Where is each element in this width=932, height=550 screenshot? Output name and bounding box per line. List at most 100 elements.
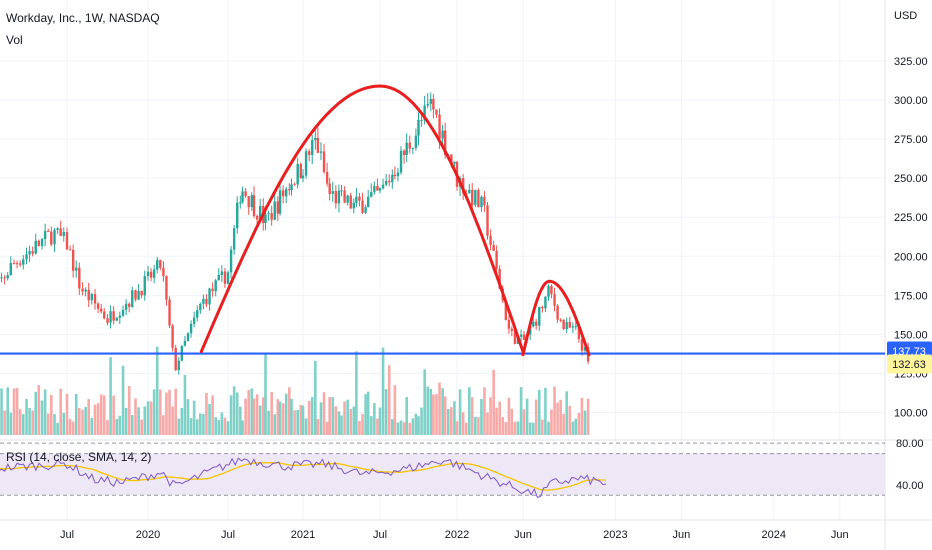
- volume-bar: [369, 416, 373, 435]
- candle-body: [432, 99, 435, 110]
- volume-bar: [174, 388, 177, 435]
- volume-bar: [516, 421, 520, 435]
- candle-body: [471, 189, 474, 205]
- volume-bar: [199, 413, 202, 435]
- candle-body: [474, 190, 477, 205]
- candle-body: [75, 267, 78, 271]
- candle-body: [450, 154, 453, 164]
- candle-body: [358, 196, 361, 201]
- volume-bar: [65, 393, 69, 435]
- volume-bar: [186, 399, 190, 435]
- candle-body: [196, 310, 199, 318]
- candle-body: [423, 105, 426, 120]
- candle-body: [37, 240, 41, 246]
- rsi-legend[interactable]: RSI (14, close, SMA, 14, 2): [6, 450, 152, 464]
- candle-body: [115, 317, 118, 321]
- volume-bar: [513, 421, 517, 435]
- candle-body: [109, 311, 112, 323]
- volume-bar: [21, 414, 25, 435]
- candle-body: [301, 175, 305, 179]
- candle-body: [426, 103, 429, 106]
- volume-bar: [534, 399, 538, 435]
- volume-bar: [562, 413, 565, 435]
- candle-body: [504, 300, 508, 320]
- candle-body: [408, 142, 411, 149]
- candle-body: [121, 309, 125, 316]
- volume-bar: [87, 398, 91, 435]
- candle-body: [9, 262, 12, 276]
- candle-body: [192, 317, 196, 324]
- candle-body: [562, 319, 565, 330]
- candle-body: [3, 277, 6, 279]
- candle-body: [414, 135, 418, 149]
- volume-bar: [12, 388, 16, 435]
- volume-legend[interactable]: Vol: [6, 33, 23, 47]
- volume-bar: [183, 374, 187, 435]
- candle-body: [492, 244, 495, 251]
- volume-bar: [541, 419, 544, 435]
- volume-bar: [247, 389, 251, 435]
- volume-bar: [49, 394, 53, 435]
- candle-body: [565, 321, 568, 330]
- volume-bar: [239, 406, 242, 435]
- volume-bar: [441, 388, 444, 435]
- volume-bar: [458, 389, 462, 435]
- candle-body: [81, 288, 84, 292]
- price-axis[interactable]: USD100.00125.00150.00175.00200.00225.002…: [894, 10, 928, 492]
- time-axis[interactable]: Jul 2020 Jul 2021 Jul 2022 Jun 2023 Jun 2024 Jun: [60, 529, 849, 541]
- candle-body: [258, 206, 262, 220]
- volume-bar: [355, 351, 358, 435]
- candle-body: [340, 190, 343, 192]
- volume-bar: [28, 407, 31, 435]
- candle-body: [15, 263, 19, 265]
- candle-body: [553, 294, 556, 306]
- volume-bar: [90, 417, 94, 435]
- volume-bar: [180, 407, 184, 435]
- volume-bar: [109, 357, 112, 435]
- candle-body: [278, 190, 282, 214]
- candle-body: [65, 232, 69, 250]
- candle-body: [577, 326, 581, 339]
- volume-bar: [46, 413, 50, 435]
- candle-body: [477, 190, 480, 208]
- volume-bar: [504, 422, 508, 435]
- volume-bar: [553, 386, 556, 435]
- volume-bar: [310, 396, 314, 435]
- candle-body: [498, 268, 501, 289]
- candle-body: [59, 228, 62, 237]
- volume-bar: [102, 395, 106, 435]
- volume-bar: [3, 410, 6, 435]
- candle-body: [293, 184, 296, 186]
- volume-bar: [507, 397, 511, 435]
- volume-bar: [414, 413, 418, 435]
- volume-bar: [408, 422, 412, 435]
- volume-bar: [53, 414, 56, 435]
- rsi-pane: [0, 442, 885, 499]
- candle-body: [519, 334, 523, 337]
- candle-body: [168, 299, 171, 326]
- volume-bar: [290, 398, 293, 435]
- candle-body: [343, 190, 346, 203]
- volume-bar: [152, 389, 156, 435]
- volume-bar: [278, 401, 282, 435]
- volume-bar: [531, 422, 535, 435]
- price-tick-label: 275.00: [894, 134, 928, 146]
- candle-body: [316, 137, 320, 153]
- volume-bar: [337, 411, 341, 435]
- volume-bar: [559, 399, 562, 435]
- time-tick-label: Jun: [673, 529, 691, 541]
- volume-bar: [78, 407, 81, 435]
- volume-bar: [316, 419, 320, 435]
- candle-body: [489, 235, 492, 245]
- price-badge: [887, 354, 932, 374]
- volume-bar: [307, 401, 311, 435]
- volume-bar: [361, 413, 364, 435]
- candle-body: [199, 303, 202, 311]
- volume-bar: [423, 369, 426, 435]
- symbol-title[interactable]: Workday, Inc., 1W, NASDAQ: [6, 11, 160, 25]
- candle-body: [319, 151, 323, 153]
- volume-bar: [450, 407, 453, 435]
- volume-bar: [250, 388, 254, 435]
- volume-bar: [171, 406, 174, 435]
